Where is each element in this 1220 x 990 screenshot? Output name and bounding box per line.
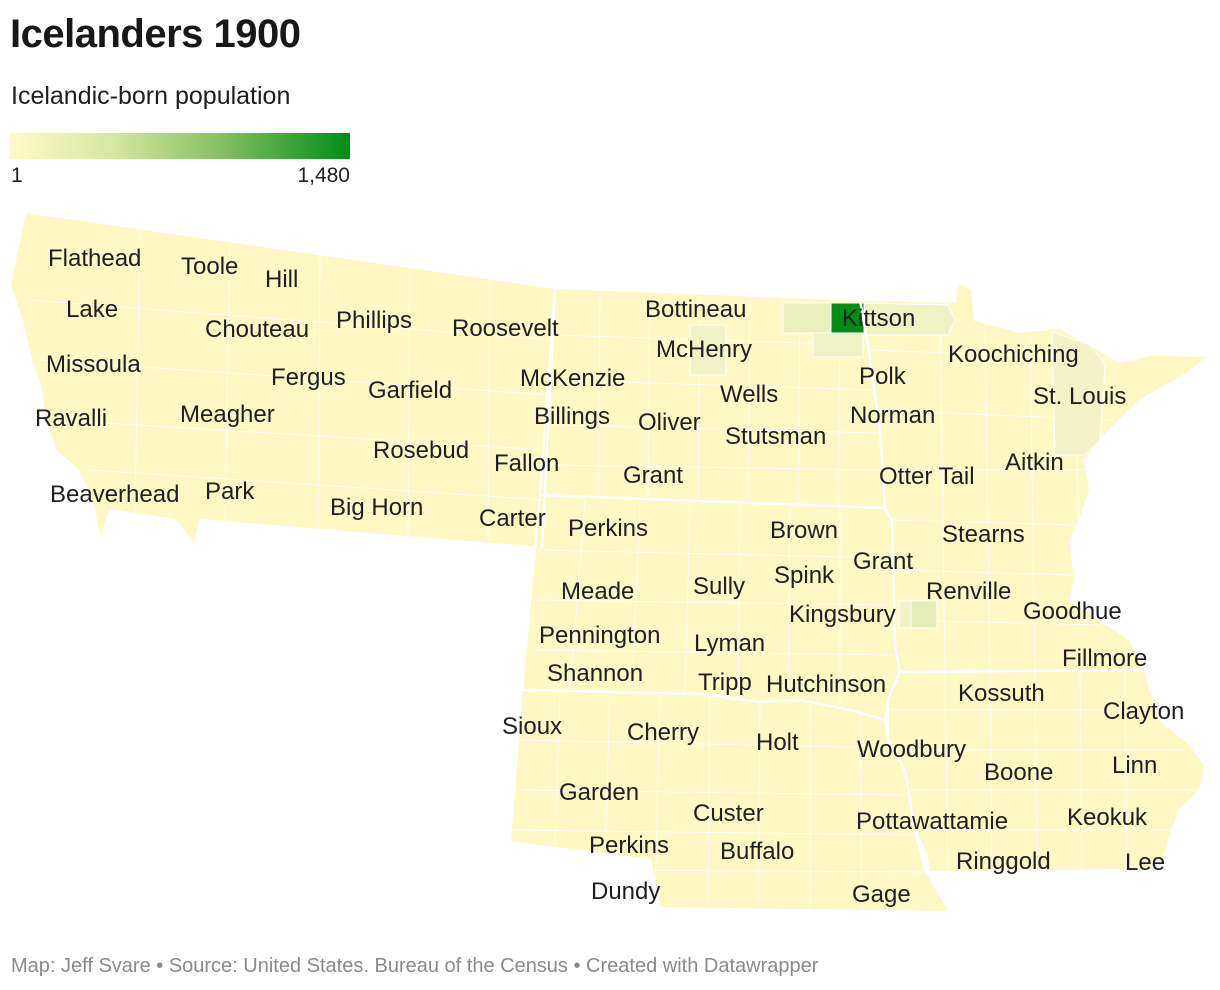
- county-label: Lake: [66, 296, 118, 323]
- county-label: Sioux: [502, 713, 562, 740]
- map-footer-credits: Map: Jeff Svare • Source: United States.…: [11, 955, 819, 977]
- map-title: Icelanders 1900: [10, 12, 301, 56]
- county-lincoln[interactable]: [910, 600, 938, 629]
- county-label: Rosebud: [373, 437, 469, 464]
- county-label: Woodbury: [857, 736, 966, 763]
- county-label: McHenry: [656, 336, 752, 363]
- county-label: Flathead: [48, 245, 141, 272]
- county-label: Carter: [479, 505, 546, 532]
- county-label: Fallon: [494, 450, 559, 477]
- county-label: Ringgold: [956, 848, 1051, 875]
- county-label: Stearns: [942, 521, 1025, 548]
- county-grid: [29, 224, 1200, 911]
- county-label: Perkins: [568, 515, 648, 542]
- county-pembina[interactable]: [830, 302, 865, 334]
- county-label: Brown: [770, 517, 838, 544]
- county-label: Roosevelt: [452, 315, 559, 342]
- county-label: Cherry: [627, 719, 699, 746]
- county-label: Big Horn: [330, 494, 423, 521]
- county-label: Buffalo: [720, 838, 794, 865]
- county-label: Grant: [853, 548, 913, 575]
- county-label: Otter Tail: [879, 463, 975, 490]
- county-label: Meade: [561, 578, 634, 605]
- county-label: Pottawattamie: [856, 808, 1008, 835]
- county-label: Polk: [859, 363, 907, 390]
- county-label: Wells: [720, 381, 778, 408]
- county-label: Garden: [559, 779, 639, 806]
- county-label: Kingsbury: [789, 601, 896, 628]
- county-label: Ravalli: [35, 405, 107, 432]
- county-label: Spink: [774, 562, 835, 589]
- county-label: Fillmore: [1062, 645, 1147, 672]
- county-label: Custer: [693, 800, 764, 827]
- county-label: Stutsman: [725, 423, 826, 450]
- county-label: Shannon: [547, 660, 643, 687]
- county-label: Linn: [1112, 752, 1157, 779]
- county-label: Koochiching: [948, 341, 1079, 368]
- county-label: Gage: [852, 881, 911, 908]
- legend-min-label: 1: [11, 164, 23, 187]
- county-label: Keokuk: [1067, 804, 1148, 831]
- state-borders: [521, 287, 1146, 874]
- county-label: Billings: [534, 403, 610, 430]
- county-label: Meagher: [180, 401, 275, 428]
- county-labels: Flathead Toole Hill Lake Chouteau Philli…: [35, 245, 1184, 908]
- county-label: Kossuth: [958, 680, 1045, 707]
- county-label: Park: [205, 478, 255, 505]
- county-label: Clayton: [1103, 698, 1184, 725]
- county-label: Missoula: [46, 351, 141, 378]
- county-label: Tripp: [698, 669, 752, 696]
- county-label: Toole: [181, 253, 238, 280]
- county-label: Norman: [850, 402, 935, 429]
- county-label: Bottineau: [645, 296, 746, 323]
- county-label: Lee: [1125, 849, 1165, 876]
- county-st-louis[interactable]: [1051, 331, 1106, 456]
- county-label: Aitkin: [1005, 449, 1064, 476]
- county-label: Phillips: [336, 307, 412, 334]
- legend-max-label: 1,480: [297, 164, 350, 187]
- county-mchenry[interactable]: [689, 324, 727, 376]
- county-label: McKenzie: [520, 365, 625, 392]
- county-label: Hill: [265, 266, 298, 293]
- county-label: St. Louis: [1033, 383, 1126, 410]
- county-label: Goodhue: [1023, 598, 1122, 625]
- county-walsh[interactable]: [812, 332, 864, 358]
- county-label: Chouteau: [205, 316, 309, 343]
- county-label: Hutchinson: [766, 671, 886, 698]
- color-legend-bar: [10, 133, 350, 159]
- county-label: Dundy: [591, 878, 660, 905]
- county-lyon[interactable]: [898, 600, 912, 629]
- state-montana[interactable]: [8, 210, 557, 550]
- county-label: Boone: [984, 759, 1053, 786]
- county-label: Oliver: [638, 409, 701, 436]
- county-label: Pennington: [539, 622, 660, 649]
- map-subtitle: Icelandic-born population: [11, 82, 291, 110]
- county-label: Kittson: [842, 305, 915, 332]
- county-label: Beaverhead: [50, 481, 179, 508]
- county-label: Holt: [756, 729, 799, 756]
- county-label: Lyman: [694, 630, 765, 657]
- county-label: Sully: [693, 573, 745, 600]
- county-label: Perkins: [589, 832, 669, 859]
- county-label: Fergus: [271, 364, 346, 391]
- county-cavalier[interactable]: [782, 302, 832, 334]
- county-label: Renville: [926, 578, 1011, 605]
- county-label: Grant: [623, 462, 683, 489]
- county-label: Garfield: [368, 377, 452, 404]
